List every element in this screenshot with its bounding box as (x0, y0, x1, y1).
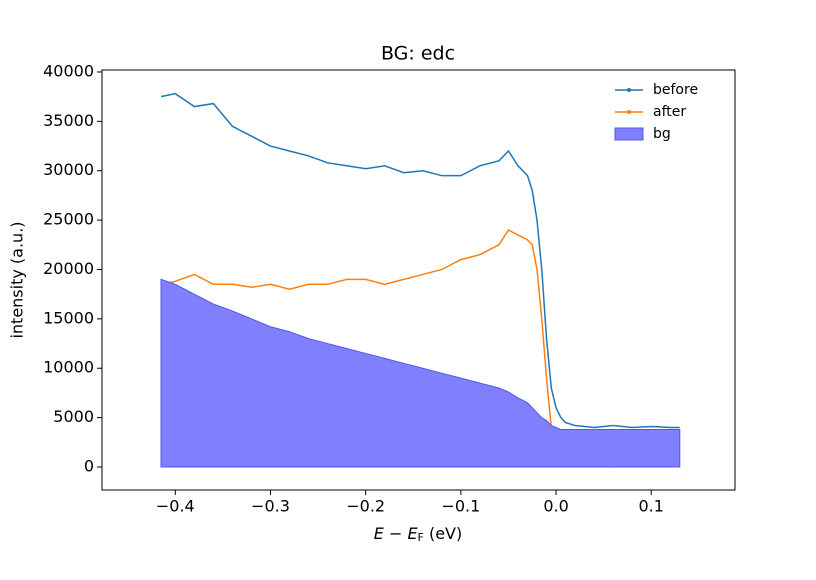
x-label-part: − (384, 524, 408, 543)
plot-frame (101, 69, 736, 491)
y-tick-label: 20000 (43, 259, 94, 278)
legend-marker (627, 88, 631, 92)
line (160, 92, 680, 429)
x-tick-label: −0.2 (346, 497, 385, 516)
chart-title: BG: edc (381, 43, 455, 65)
x-tick-label: −0.3 (251, 497, 290, 516)
legend-label: before (653, 82, 698, 98)
y-tick-label: 15000 (43, 308, 94, 327)
y-tick-label: 25000 (43, 210, 94, 229)
x-axis-label: E − EF (eV) (374, 524, 462, 545)
y-tick-label: 30000 (43, 160, 94, 179)
x-tick-label: 0.1 (639, 497, 664, 516)
legend-label: bg (653, 126, 671, 142)
x-label-part: F (418, 531, 424, 544)
x-label-part: E (374, 524, 385, 543)
y-tick-label: 40000 (43, 61, 94, 80)
x-tick-label: −0.1 (441, 497, 480, 516)
legend-marker (627, 110, 631, 114)
x-tick-label: 0.0 (543, 497, 568, 516)
area (160, 278, 681, 468)
y-axis-label: intensity (a.u.) (8, 221, 27, 338)
x-label-part: E (407, 524, 418, 543)
legend-label: after (653, 104, 686, 120)
x-label-part: (eV) (424, 524, 462, 543)
legend-swatch (614, 127, 644, 141)
y-tick-label: 5000 (53, 407, 94, 426)
x-tick-label: −0.4 (156, 497, 195, 516)
y-tick-label: 0 (84, 456, 94, 475)
y-tick-label: 10000 (43, 358, 94, 377)
y-tick-label: 35000 (43, 111, 94, 130)
